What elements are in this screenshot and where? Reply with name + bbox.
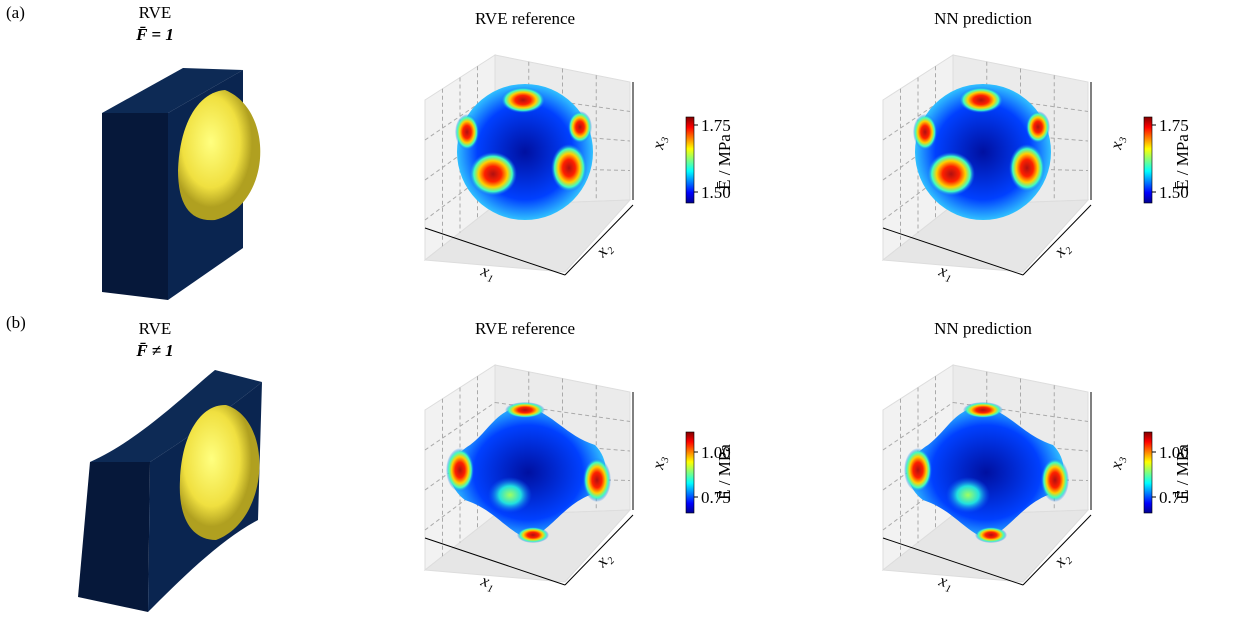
rve-front — [78, 462, 150, 612]
surface-warm — [946, 477, 990, 513]
colorbar — [1144, 432, 1152, 513]
surface-hot — [963, 402, 1003, 418]
surface-hot — [1009, 144, 1045, 192]
panel-label: (a) — [6, 3, 25, 22]
axis-label: x₂ — [592, 238, 616, 262]
colorbar-label: Ē / MPa — [715, 134, 734, 190]
plot-title: NN prediction — [934, 9, 1032, 28]
surface-hot — [959, 87, 1003, 113]
axis-label: x₂ — [592, 548, 616, 572]
surface-hot — [975, 527, 1007, 543]
colorbar — [1144, 117, 1152, 203]
axis-label: x₃ — [1106, 134, 1127, 152]
surface-hot — [551, 144, 587, 192]
rve-condition: F̄ ≠ 1 — [135, 341, 173, 360]
colorbar-label: Ē / MPa — [1173, 444, 1192, 500]
surface-hot — [501, 87, 545, 113]
surface-hot — [904, 448, 932, 492]
axis-label: x₃ — [1106, 454, 1127, 472]
colorbar-label: Ē / MPa — [1173, 134, 1192, 190]
colorbar-label: Ē / MPa — [715, 444, 734, 500]
colorbar-tick-label: 1.75 — [701, 116, 731, 135]
surface-warm — [488, 477, 532, 513]
axis-label: x₂ — [1050, 238, 1074, 262]
surface-hot — [469, 152, 517, 196]
colorbar-tick-label: 1.75 — [1159, 116, 1189, 135]
rve-title: RVE — [139, 3, 172, 22]
surface-hot — [446, 448, 474, 492]
plot-title: RVE reference — [475, 319, 575, 338]
axis-label: x₂ — [1050, 548, 1074, 572]
surface-hot — [505, 402, 545, 418]
colorbar — [686, 117, 694, 203]
plot-title: RVE reference — [475, 9, 575, 28]
surface-hot — [1026, 111, 1050, 143]
surface-hot — [913, 114, 937, 150]
surface-hot — [568, 111, 592, 143]
axis-label: x₃ — [648, 134, 669, 152]
colorbar — [686, 432, 694, 513]
surface-hot — [583, 458, 611, 502]
surface-hot — [455, 114, 479, 150]
rve-condition: F̄ = 1 — [135, 25, 174, 44]
surface-hot — [1041, 458, 1069, 502]
figure: (a)RVEF̄ = 1RVE referencex₁x₂x₃1.751.50Ē… — [0, 0, 1237, 617]
rve-front — [102, 113, 168, 300]
rve-title: RVE — [139, 319, 172, 338]
surface-hot — [517, 527, 549, 543]
axis-label: x₃ — [648, 454, 669, 472]
panel-label: (b) — [6, 313, 26, 332]
surface-hot — [927, 152, 975, 196]
plot-title: NN prediction — [934, 319, 1032, 338]
